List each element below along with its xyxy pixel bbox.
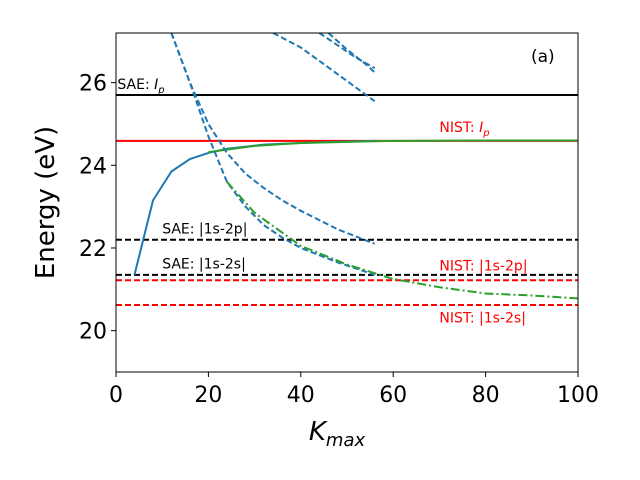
reference-label: SAE: |1s-2p| [162, 222, 247, 238]
series-line [170, 33, 376, 245]
reference-label: SAE: |1s-2s| [162, 257, 246, 273]
x-axis-title: Kmax [309, 417, 366, 451]
panel-label: (a) [531, 47, 555, 67]
series-line [318, 33, 376, 69]
reference-label: NIST: |1s-2p| [439, 259, 527, 275]
x-tick-label: 40 [287, 383, 315, 408]
x-tick-label: 100 [557, 383, 599, 408]
plot-area [116, 33, 578, 307]
reference-label: NIST: |1s-2s| [439, 310, 526, 326]
series-line [133, 139, 375, 276]
series-line [208, 139, 578, 154]
plot-frame [115, 32, 579, 373]
x-tick-label: 80 [472, 383, 500, 408]
series-line [170, 33, 376, 276]
y-tick-label: 22 [79, 237, 107, 262]
y-tick-label: 20 [79, 320, 107, 345]
y-tick-label: 24 [79, 154, 107, 179]
reference-label: SAE: Ip [117, 77, 164, 96]
series-line [272, 33, 376, 103]
reference-label: NIST: Ip [439, 120, 489, 139]
x-tick-label: 20 [194, 383, 222, 408]
x-tick-label: 60 [379, 383, 407, 408]
y-axis-title: Energy (eV) [31, 126, 61, 279]
x-tick-label: 0 [109, 383, 123, 408]
y-tick-label: 26 [79, 72, 107, 97]
series-line [327, 33, 376, 74]
